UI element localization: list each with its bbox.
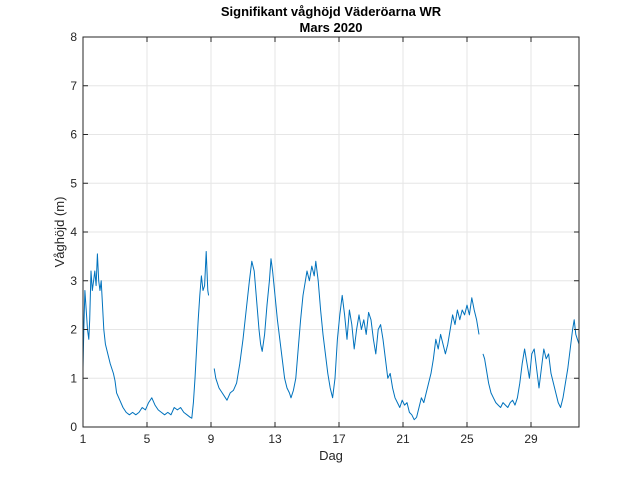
x-tick-label: 25: [460, 432, 474, 446]
x-tick-label: 17: [332, 432, 346, 446]
y-tick-label: 2: [70, 323, 77, 337]
x-tick-label: 13: [268, 432, 282, 446]
x-tick-label: 29: [524, 432, 538, 446]
y-axis-label: Våghöjd (m): [52, 197, 67, 268]
series-line-segment: [82, 251, 210, 419]
y-axis-ticks: 0 1 2 3 4 5 6 7 8: [70, 30, 579, 434]
y-tick-label: 6: [70, 128, 77, 142]
y-tick-label: 3: [70, 274, 77, 288]
y-tick-label: 0: [70, 420, 77, 434]
y-tick-label: 7: [70, 79, 77, 93]
chart-title: Signifikant våghöjd Väderöarna WR: [221, 4, 442, 19]
chart-subtitle: Mars 2020: [300, 20, 363, 35]
x-axis-ticks: 1 5 9 13 17 21 25 29: [80, 37, 538, 446]
x-tick-label: 1: [80, 432, 87, 446]
x-tick-label: 21: [396, 432, 410, 446]
y-tick-label: 1: [70, 371, 77, 385]
y-tick-label: 8: [70, 30, 77, 44]
x-tick-label: 9: [208, 432, 215, 446]
y-tick-label: 5: [70, 176, 77, 190]
y-tick-label: 4: [70, 225, 77, 239]
series-line-segment: [482, 319, 580, 408]
series-layer: [82, 251, 580, 421]
x-axis-label: Dag: [319, 448, 343, 463]
x-tick-label: 5: [144, 432, 151, 446]
series-line-segment: [213, 258, 480, 421]
